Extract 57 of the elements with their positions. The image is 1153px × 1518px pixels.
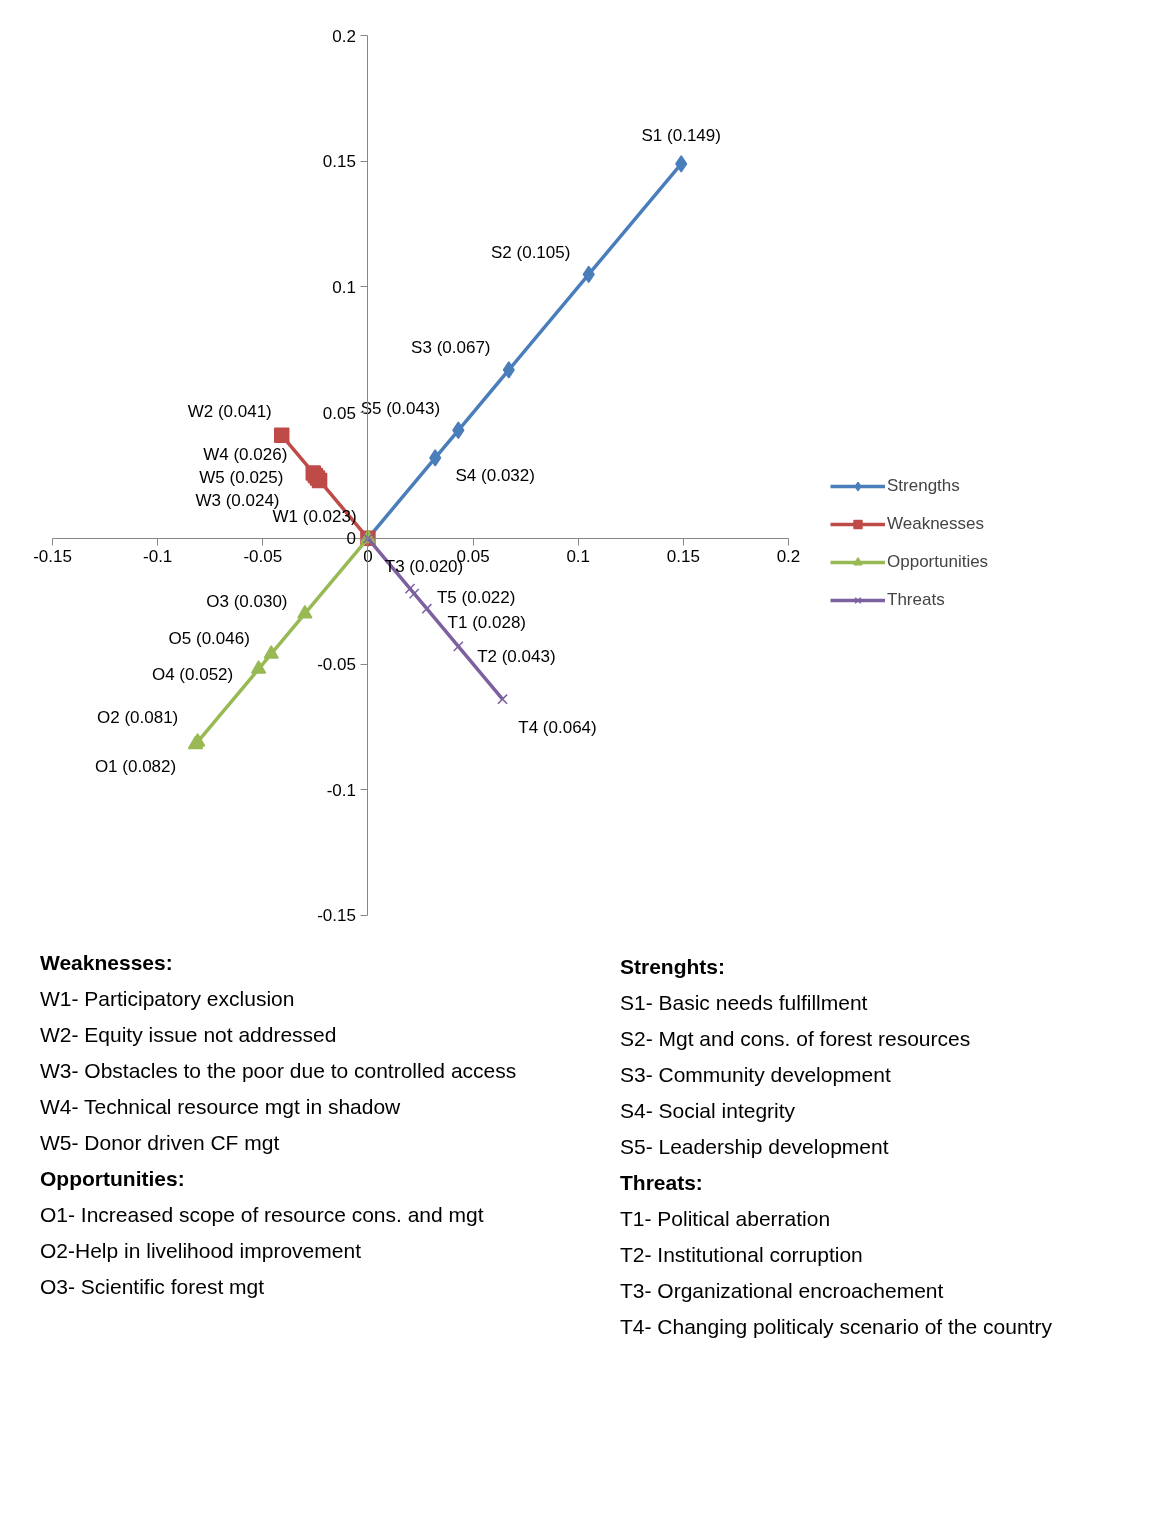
text: T4- Changing politicaly scenario of the country — [620, 1314, 1052, 1340]
text: S3- Community development — [620, 1062, 892, 1088]
y-tick-label: -0.15 — [317, 906, 356, 926]
x-tick-label: 0 — [363, 547, 373, 567]
y-tick-label: -0.05 — [317, 655, 356, 675]
x-tick-label: 0.1 — [566, 547, 591, 567]
text: O1- Increased scope of resource cons. and mgt — [40, 1202, 485, 1228]
legend-label: Threats — [887, 590, 945, 610]
annotation: T5 (0.022) — [436, 588, 516, 608]
annotation: T2 (0.043) — [477, 646, 556, 666]
text: Opportunities: — [40, 1166, 186, 1192]
text: O3- Scientific forest mgt — [40, 1274, 266, 1300]
annotation: W3 (0.024) — [195, 490, 280, 510]
annotation: W5 (0.025) — [199, 468, 284, 487]
text: T1- Political aberration — [620, 1206, 832, 1232]
annotation: O2 (0.081) — [97, 708, 179, 728]
text: Strenghts: — [620, 954, 726, 980]
text: W1- Participatory exclusion — [40, 986, 296, 1012]
y-tick-label: 0.2 — [332, 26, 356, 46]
x-tick-label: -0.05 — [243, 547, 283, 567]
legend-label: Strengths — [887, 476, 960, 496]
legend-label: Weaknesses — [887, 514, 985, 534]
text: T2- Institutional corruption — [620, 1242, 864, 1268]
annotation: O4 (0.052) — [151, 664, 234, 684]
text: S4- Social integrity — [620, 1098, 797, 1124]
text: S2- Mgt and cons. of forest resources — [620, 1026, 972, 1052]
text: S5- Leadership development — [620, 1134, 890, 1160]
annotation: O3 (0.030) — [206, 592, 288, 612]
y-tick-label: 0.15 — [322, 152, 356, 172]
annotation: O5 (0.046) — [168, 629, 250, 649]
x-tick-label: 0.2 — [776, 547, 801, 567]
y-tick-label: 0.1 — [332, 277, 356, 297]
text: W3- Obstacles to the poor due to controlled access — [40, 1058, 517, 1084]
text: Weaknesses: — [40, 950, 174, 976]
text: O2-Help in livelihood improvement — [40, 1238, 362, 1264]
annotation: W4 (0.026) — [203, 445, 288, 465]
annotation: S2 (0.105) — [491, 242, 571, 262]
y-tick-label: 0.05 — [322, 403, 356, 423]
y-tick-label: -0.1 — [326, 780, 356, 800]
annotation: S1 (0.149) — [641, 126, 721, 146]
legend-label: Opportunities — [887, 552, 989, 572]
x-tick-label: -0.1 — [143, 547, 173, 567]
x-tick-label: 0.15 — [666, 547, 700, 567]
text: T3- Organizational encroachement — [620, 1278, 945, 1304]
annotation: T4 (0.064) — [518, 717, 597, 737]
annotation: S4 (0.032) — [455, 466, 535, 486]
annotation: W2 (0.041) — [187, 401, 272, 421]
text: Threats: — [620, 1170, 704, 1196]
annotation: O1 (0.082) — [94, 756, 177, 776]
text: S1- Basic needs fulfillment — [620, 990, 869, 1016]
y-tick-label: 0 — [346, 529, 356, 549]
annotation: S3 (0.067) — [411, 338, 491, 358]
text: W4- Technical resource mgt in shadow — [40, 1094, 402, 1120]
text: W2- Equity issue not addressed — [40, 1022, 338, 1048]
text: W5- Donor driven CF mgt — [40, 1130, 281, 1156]
x-tick-label: -0.15 — [33, 547, 72, 567]
annotation: T1 (0.028) — [447, 613, 527, 633]
